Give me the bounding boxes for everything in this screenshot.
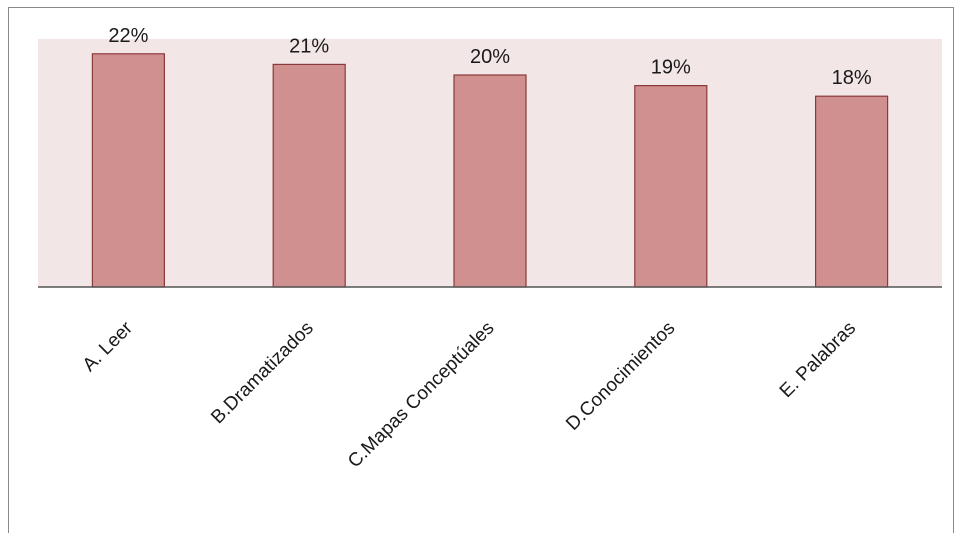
bar (814, 95, 889, 288)
category-tick-label: E. Palabras (776, 318, 860, 402)
bar (272, 63, 346, 288)
data-label: 18% (832, 67, 872, 89)
category-labels-layer: A. Leer B.Dramatizados C.Mapas Conceptúale… (79, 317, 860, 472)
bar (453, 74, 527, 288)
data-label: 19% (651, 57, 691, 79)
bar (91, 53, 166, 288)
data-label: 22% (108, 25, 148, 47)
category-tick-label: D.Conocimientos (562, 318, 679, 435)
value-labels-layer: 22% 21% 20% 19% 18% (108, 25, 871, 89)
chart-frame (8, 7, 954, 533)
category-tick-label: A. Leer (79, 317, 138, 376)
bar (634, 84, 708, 288)
category-tick-label: B.Dramatizados (207, 318, 317, 428)
data-label: 21% (289, 35, 329, 57)
category-tick-label: C.Mapas Conceptúales (344, 318, 499, 473)
data-label: 20% (470, 46, 510, 68)
